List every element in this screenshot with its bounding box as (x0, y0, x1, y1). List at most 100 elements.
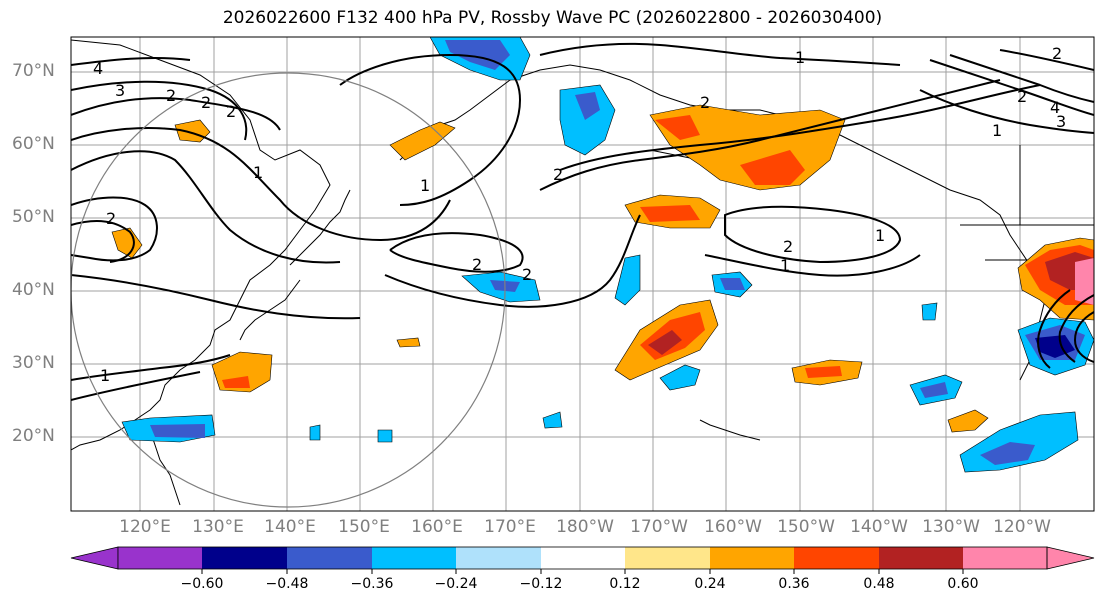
anomaly-positive (396, 337, 421, 348)
contour-label: 2 (106, 209, 116, 228)
lon-label-160e: 160°E (411, 517, 463, 537)
lon-label-150w: 150°W (777, 517, 835, 537)
anomaly-negative (559, 84, 616, 156)
colorbar-tick-label: 0.60 (947, 576, 979, 592)
anomaly-negative (921, 302, 938, 321)
colorbar-extend-low (70, 546, 119, 570)
contour-label: 1 (875, 226, 885, 245)
lon-label-140e: 140°E (264, 517, 316, 537)
contour-label: 2 (201, 93, 211, 112)
colorbar-tick-label: −0.48 (265, 576, 309, 592)
anomaly-negative (309, 424, 321, 441)
colorbar (70, 546, 1095, 574)
contour-label: 1 (420, 176, 430, 195)
anomaly-positive-core2 (648, 330, 682, 355)
lat-label-30n: 30°N (12, 353, 55, 373)
colorbar-bin (541, 547, 625, 569)
contour-label: 2 (1052, 44, 1062, 63)
contour-label: 1 (780, 256, 790, 275)
anomaly-positive-core3 (1075, 258, 1094, 305)
lat-label-50n: 50°N (12, 207, 55, 227)
lon-label-130w: 130°W (922, 517, 980, 537)
colorbar-tick-label: 0.12 (609, 576, 641, 592)
contour-label: 2 (1017, 87, 1027, 106)
map-frame (70, 36, 1095, 512)
lat-label-70n: 70°N (12, 61, 55, 81)
colorbar-tick-label: 0.48 (863, 576, 895, 592)
anomaly-fills (111, 37, 1094, 473)
contour-label: 3 (115, 81, 125, 100)
anomaly-negative (614, 254, 641, 306)
anomaly-negative (542, 411, 563, 429)
anomaly-positive (947, 409, 989, 433)
contour-label: 2 (522, 265, 532, 284)
colorbar-tick-label: 0.36 (778, 576, 810, 592)
contour-label: 1 (253, 163, 263, 182)
pv-contours (71, 42, 1094, 401)
lat-label-20n: 20°N (12, 426, 55, 446)
lon-label-140w: 140°W (850, 517, 908, 537)
anomaly-positive (389, 121, 456, 161)
contour-label: 1 (795, 48, 805, 67)
colorbar-bin (879, 547, 963, 569)
colorbar-bin (372, 547, 456, 569)
contour-label: 2 (553, 165, 563, 184)
lon-label-120e: 120°E (119, 517, 171, 537)
lon-label-150e: 150°E (338, 517, 390, 537)
colorbar-bin (456, 547, 541, 569)
hawaii-islands (699, 419, 761, 441)
contour-label: 1 (100, 366, 110, 385)
anomaly-positive-core (222, 376, 250, 388)
contour-label: 2 (700, 93, 710, 112)
contour-label: 2 (783, 237, 793, 256)
contour-label: 2 (226, 102, 236, 121)
anomaly-negative-core (150, 424, 205, 438)
lon-label-170w: 170°W (630, 517, 688, 537)
figure-title: 2026022600 F132 400 hPa PV, Rossby Wave … (222, 8, 883, 28)
anomaly-negative-core (920, 382, 948, 398)
colorbar-tick-label: −0.12 (519, 576, 563, 592)
anomaly-positive-core (740, 150, 805, 185)
contour-label: 4 (93, 59, 103, 78)
lon-label-160w: 160°W (704, 517, 762, 537)
lon-label-180w: 180°W (556, 517, 614, 537)
contour-label: 1 (992, 121, 1002, 140)
anomaly-negative-core (445, 40, 510, 70)
colorbar-tick-label: −0.36 (350, 576, 394, 592)
lon-label-130e: 130°E (192, 517, 244, 537)
colorbar-tick-label: −0.24 (434, 576, 478, 592)
lat-label-40n: 40°N (12, 280, 55, 300)
contour-label: 2 (472, 255, 482, 274)
contour-label: 3 (1056, 112, 1066, 131)
colorbar-bin (625, 547, 710, 569)
contour-label: 4 (1050, 98, 1060, 117)
colorbar-bin (118, 547, 202, 569)
colorbar-bin (794, 547, 879, 569)
anomaly-negative (377, 429, 393, 443)
japan-coastline (239, 189, 351, 341)
asia-coastline (71, 39, 331, 451)
anomaly-negative (659, 364, 701, 391)
radius-circle (71, 72, 506, 508)
taiwan-philippines (149, 429, 181, 506)
anomaly-positive-core (655, 115, 700, 140)
anomaly-negative-core (575, 92, 600, 120)
anomaly-negative-core (980, 442, 1035, 465)
contour-labels: 4 3 2 2 2 2 1 1 2 2 2 2 1 2 1 1 1 2 2 4 … (93, 44, 1066, 385)
lat-label-60n: 60°N (12, 134, 55, 154)
anomaly-negative-core (720, 278, 745, 290)
colorbar-tick-label: 0.24 (694, 576, 726, 592)
colorbar-bin (710, 547, 794, 569)
lon-label-120w: 120°W (993, 517, 1051, 537)
anomaly-positive-core (640, 205, 700, 222)
anomaly-positive-core (805, 366, 842, 378)
colorbar-bin (202, 547, 287, 569)
colorbar-extend-high (1046, 546, 1095, 570)
colorbar-tick-label: −0.60 (180, 576, 224, 592)
colorbar-frame (117, 546, 1048, 570)
lon-label-170e: 170°E (484, 517, 536, 537)
colorbar-bin (287, 547, 372, 569)
colorbar-bin (963, 547, 1047, 569)
contour-label: 2 (166, 86, 176, 105)
